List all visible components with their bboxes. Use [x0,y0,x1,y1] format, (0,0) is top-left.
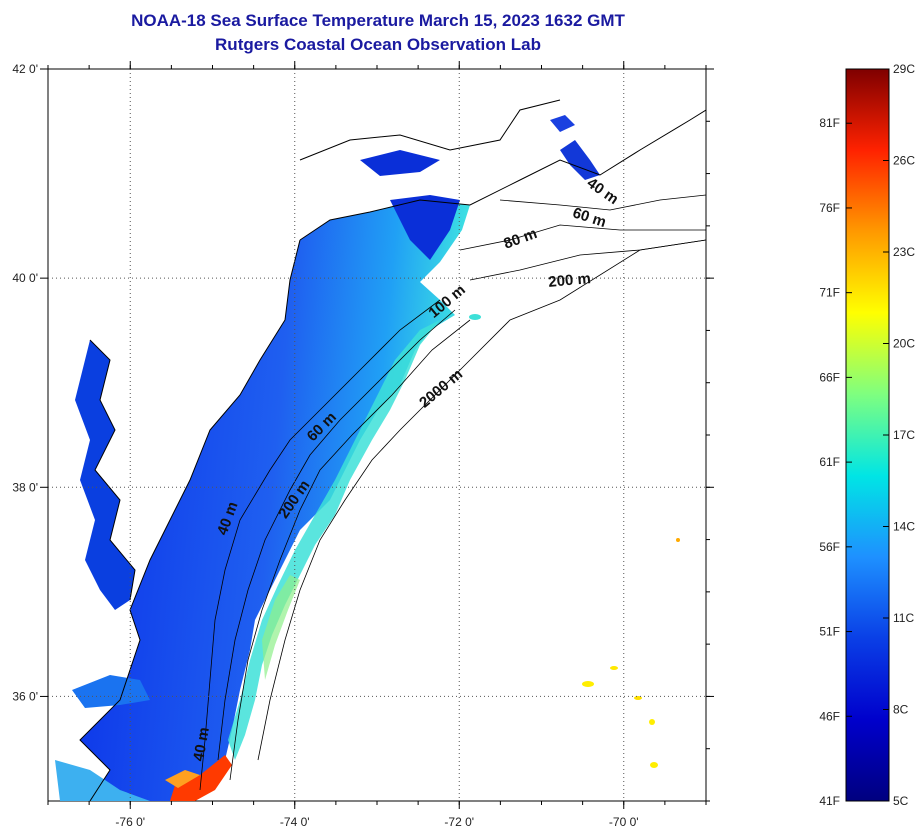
isobath-shelf-north-200m [469,239,706,281]
coastline-longisland [299,99,561,161]
colorbar-f-label: 76F [819,201,840,215]
colorbar-f-label: 46F [819,709,840,723]
isobath-shelf-north-60m [499,194,706,211]
colorbar-f-label: 66F [819,370,840,384]
sst-warm-pixel [469,314,481,320]
sst-ny-bight [390,195,460,260]
colorbar-f-label: 51F [819,625,840,639]
sst-warm-pixel [582,681,594,687]
y-tick-label: 36 0' [12,689,38,703]
colorbar-c-label: 17C [893,428,915,442]
coastline-chesapeake [89,339,136,601]
sst-warm-pixel [650,762,658,768]
sst-shelf-water [80,200,470,801]
colorbar-f-label: 61F [819,455,840,469]
colorbar-f-label: 81F [819,116,840,130]
y-tick-label: 38 0' [12,480,38,494]
sst-sound [55,760,150,801]
sst-chesapeake-bay [75,340,135,610]
y-tick-label: 40 0' [12,271,38,285]
colorbar-c-label: 20C [893,337,915,351]
x-tick-label: -74 0' [280,815,310,829]
sst-warm-pixel [649,719,655,725]
isobath-2000m [257,239,706,761]
colorbar-ticks: 29C 26C 23C 20C 17C 14C 11C 8C 5C 81F 76F 71F 66F 61F… [819,62,915,808]
axis-ticks: -76 0' -74 0' -72 0' -70 0' 42 0' 40 0' 38 0' 3… [12,61,714,829]
map-title: NOAA-18 Sea Surface Temperature March 15… [131,11,625,30]
colorbar-c-label: 29C [893,62,915,76]
colorbar-f-label: 71F [819,286,840,300]
map-subtitle: Rutgers Coastal Ocean Observation Lab [215,35,541,54]
colorbar-c-label: 8C [893,703,909,717]
colorbar-c-label: 23C [893,245,915,259]
colorbar-c-label: 5C [893,794,909,808]
sst-li-sound [360,150,440,176]
sst-warm-pixel [676,538,680,542]
sst-buzzards [550,115,575,132]
sst-slope-water [228,320,440,760]
isobath-40m [199,299,441,791]
x-tick-label: -72 0' [444,815,474,829]
colorbar-f-label: 41F [819,794,840,808]
sst-warm-patch [262,575,300,680]
colorbar-c-label: 26C [893,154,915,168]
isobath-200m [229,319,471,781]
isobath-60m [217,309,456,761]
x-tick-label: -76 0' [115,815,145,829]
map-data-layer [55,99,706,801]
colorbar-c-label: 14C [893,520,915,534]
sst-gulf-stream-edge [165,770,200,788]
isobath-shelf-north-80m [459,224,706,251]
x-tick-label: -70 0' [609,815,639,829]
contour-label: 200 m [548,270,592,291]
colorbar [845,68,890,802]
coastline [79,239,301,801]
colorbar-c-label: 11C [893,611,914,625]
sst-warm-pixel [634,696,642,700]
contour-label: 40 m [190,726,213,763]
sst-lower-bay [72,675,150,708]
lat-lon-grid [48,69,706,801]
sst-warm-pixel [610,666,618,670]
colorbar-f-label: 56F [819,540,840,554]
sst-cape-cod [560,140,600,180]
y-tick-label: 42 0' [12,62,38,76]
coastline-northeast [299,109,706,241]
